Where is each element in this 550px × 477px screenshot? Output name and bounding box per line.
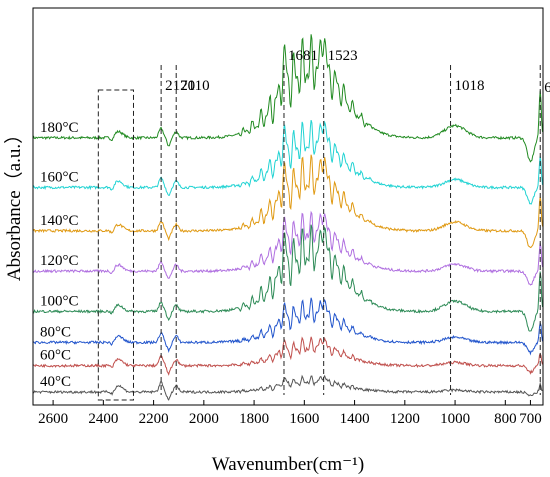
series-line — [32, 34, 543, 163]
series-100c: 100°C — [32, 224, 543, 332]
series-140c: 140°C — [32, 154, 543, 249]
series-120c: 120°C — [32, 210, 543, 286]
x-tick-label: 800 — [494, 411, 517, 427]
plot-frame — [32, 7, 544, 406]
series-label: 120°C — [40, 253, 79, 269]
series-60c: 60°C — [32, 336, 543, 376]
series-180c: 180°C — [32, 34, 543, 163]
x-axis-ticks: 2600 2400 2200 2000 1800 1600 1400 1200 1000 800 7… — [38, 400, 542, 427]
x-tick-label: 1400 — [340, 411, 370, 427]
series-label: 100°C — [40, 293, 79, 309]
series-label: 40°C — [40, 374, 71, 390]
series-line — [32, 374, 543, 401]
peak-label-1018: 1018 — [455, 78, 485, 94]
series-40c: 40°C — [32, 374, 543, 401]
peak-label-1523: 1523 — [328, 48, 358, 64]
series-line — [32, 210, 543, 286]
x-tick-label: 2600 — [38, 411, 68, 427]
series-line — [32, 336, 543, 376]
highlight-box — [97, 89, 134, 401]
x-tick-label: 1600 — [289, 411, 319, 427]
series-label: 180°C — [40, 120, 79, 136]
peak-label-661: 661 — [544, 80, 550, 96]
peak-label-2170: 2170 — [165, 78, 195, 94]
series-160c: 160°C — [32, 119, 543, 205]
x-tick-label: 1800 — [239, 411, 269, 427]
series-label: 80°C — [40, 324, 71, 340]
x-tick-label: 1200 — [390, 411, 420, 427]
x-tick-label: 2400 — [88, 411, 118, 427]
series-80c: 80°C — [32, 297, 543, 356]
series-line — [32, 297, 543, 356]
series-line — [32, 154, 543, 249]
x-tick-label: 1000 — [440, 411, 470, 427]
x-tick-label: 2200 — [139, 411, 169, 427]
peak-label-1681: 1681 — [288, 48, 318, 64]
y-axis-label: Absorbance（a.u.） — [3, 125, 25, 281]
series-line — [32, 224, 543, 332]
series-layer: 180°C 160°C 140°C 120°C 100°C 80°C 60°C 40°C — [32, 34, 543, 401]
x-tick-label: 2000 — [189, 411, 219, 427]
x-tick-label: 700 — [519, 411, 542, 427]
series-line — [32, 119, 543, 205]
series-label: 60°C — [40, 348, 71, 364]
series-label: 140°C — [40, 213, 79, 229]
x-axis-label: Wavenumber(cm⁻¹) — [212, 454, 364, 475]
series-label: 160°C — [40, 169, 79, 185]
peak-label-2110: 2110 — [180, 78, 209, 94]
